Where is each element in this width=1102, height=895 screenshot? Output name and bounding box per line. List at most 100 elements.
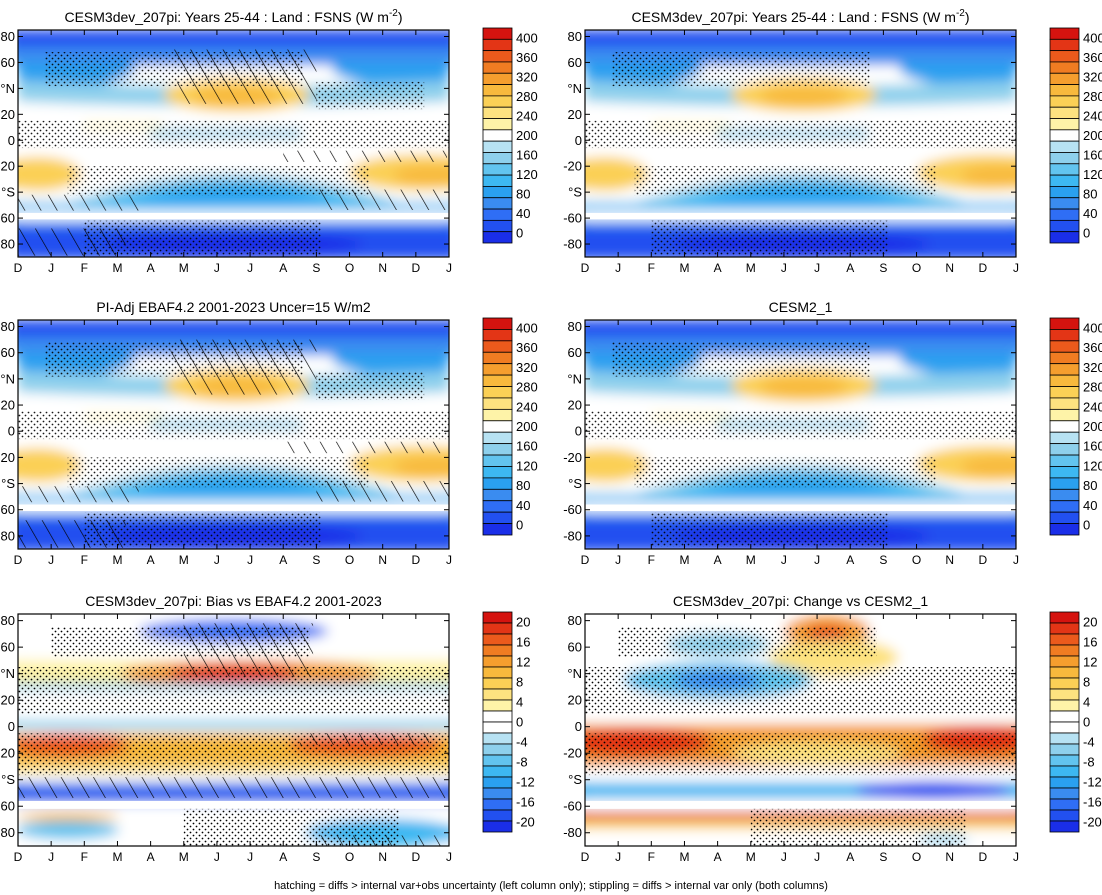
x-tick-label: A — [846, 553, 854, 567]
colorbar-swatch — [482, 477, 513, 490]
colorbar-swatch — [482, 72, 513, 85]
y-tick-label: -80 — [563, 237, 582, 252]
colorbar-swatch — [1049, 454, 1080, 467]
heatmap-field — [585, 30, 1016, 257]
y-tick-label: -60 — [563, 799, 582, 814]
colorbar-swatch — [1049, 688, 1080, 701]
y-tick-label: -20 — [0, 746, 15, 761]
colorbar-swatch — [482, 95, 513, 108]
colorbar-swatch — [482, 106, 513, 119]
y-tick-label: 80 — [1, 319, 15, 334]
colorbar-swatch — [1049, 106, 1080, 119]
colorbar-swatch — [482, 351, 513, 365]
x-tick-label: M — [679, 850, 689, 864]
y-tick-label: °S — [568, 185, 582, 200]
axes: 80 60 °N 20 0 -20 °S -60 -80 D J F M A M J J A S O N D J — [563, 29, 1019, 275]
colorbar-swatch — [1049, 27, 1080, 40]
colorbar-label: 280 — [1083, 89, 1102, 104]
y-tick-label: °S — [568, 772, 582, 787]
colorbar-label: 240 — [516, 108, 538, 123]
colorbar-swatch — [482, 443, 513, 456]
y-tick-label: 60 — [1, 55, 15, 70]
hatching-overlay — [18, 623, 449, 846]
plot-frame — [17, 29, 450, 258]
x-tick-label: D — [14, 553, 23, 567]
colorbar-swatch — [482, 61, 513, 74]
y-tick-label: -60 — [0, 502, 15, 517]
colorbar-label: 120 — [516, 458, 538, 473]
y-tick-label: 80 — [1, 613, 15, 628]
colorbar-swatch — [1049, 443, 1080, 456]
colorbar-swatch — [482, 699, 513, 712]
colorbar-label: 160 — [516, 439, 538, 454]
colorbar-swatch — [482, 329, 513, 342]
colorbar-swatch — [482, 386, 513, 399]
panel-title: CESM3dev_207pi: Years 25-44 : Land : FSN… — [64, 8, 402, 25]
plot-frame — [584, 319, 1017, 550]
colorbar-label: 200 — [1083, 128, 1102, 143]
colorbar-label: 200 — [516, 419, 538, 434]
y-tick-label: °N — [567, 666, 582, 681]
x-tick-label: N — [378, 261, 387, 275]
x-tick-label: A — [714, 261, 722, 275]
colorbar-swatch — [1049, 95, 1080, 108]
x-tick-label: J — [814, 261, 820, 275]
colorbar: 20 16 12 8 4 0 -4 -8 -12 -16 -20 — [1049, 611, 1102, 833]
y-tick-label: 80 — [568, 613, 582, 628]
colorbar-swatch — [482, 129, 513, 142]
colorbar-swatch — [1049, 787, 1080, 800]
colorbar-label: 240 — [1083, 399, 1102, 414]
x-tick-label: S — [879, 850, 887, 864]
colorbar-swatch — [1049, 765, 1080, 778]
x-tick-label: F — [648, 553, 655, 567]
colorbar-label: 8 — [516, 675, 523, 690]
y-tick-label: °S — [1, 772, 15, 787]
colorbar-swatch — [482, 644, 513, 657]
y-tick-label: -60 — [563, 502, 582, 517]
x-tick-label: J — [814, 553, 820, 567]
colorbar-swatch — [482, 688, 513, 701]
colorbar-swatch — [482, 776, 513, 789]
x-tick-label: J — [214, 261, 220, 275]
axes: 80 60 °N 20 0 -20 °S -60 -80 D J F M A M J J A S O N D J — [0, 29, 452, 275]
colorbar-swatch — [482, 231, 513, 244]
panel-title: CESM2_1 — [769, 299, 833, 315]
colorbar-label: 8 — [1083, 675, 1090, 690]
x-tick-label: O — [345, 553, 354, 567]
colorbar-swatch — [482, 420, 513, 433]
y-tick-label: -80 — [0, 528, 15, 543]
colorbar-swatch — [482, 374, 513, 387]
x-tick-label: J — [446, 850, 452, 864]
plot-frame — [584, 613, 1017, 847]
colorbar-swatch — [482, 743, 513, 756]
colorbar-label: 40 — [1083, 206, 1097, 221]
colorbar-label: -4 — [516, 735, 528, 750]
colorbar-label: 360 — [1083, 50, 1102, 65]
colorbar-label: 0 — [516, 518, 523, 533]
colorbar-swatch — [482, 163, 513, 176]
x-tick-label: J — [615, 850, 621, 864]
x-tick-label: D — [14, 261, 23, 275]
colorbar-swatch — [1049, 374, 1080, 387]
axes: 80 60 °N 20 0 -20 °S -60 -80 D J F M A M J J A S O N D J — [0, 613, 452, 864]
y-tick-label: °S — [1, 185, 15, 200]
y-tick-label: 0 — [8, 719, 15, 734]
x-tick-label: J — [1013, 261, 1019, 275]
y-tick-label: 0 — [575, 424, 582, 439]
colorbar-label: -16 — [1083, 795, 1102, 810]
x-tick-label: M — [112, 850, 122, 864]
colorbar-label: 400 — [1083, 30, 1102, 45]
x-tick-label: D — [412, 261, 421, 275]
axes: 80 60 °N 20 0 -20 °S -60 -80 D J F M A M J J A S O N D J — [0, 319, 452, 567]
colorbar-swatch — [482, 408, 513, 422]
x-tick-label: J — [781, 261, 787, 275]
colorbar-swatch — [1049, 152, 1080, 165]
colorbar-swatch — [482, 633, 513, 646]
x-tick-label: O — [912, 553, 921, 567]
x-tick-label: S — [879, 261, 887, 275]
colorbar-swatch — [1049, 710, 1080, 723]
y-tick-label: -80 — [0, 237, 15, 252]
colorbar-swatch — [1049, 231, 1080, 244]
colorbar-label: -8 — [516, 755, 528, 770]
y-tick-label: 0 — [8, 133, 15, 148]
